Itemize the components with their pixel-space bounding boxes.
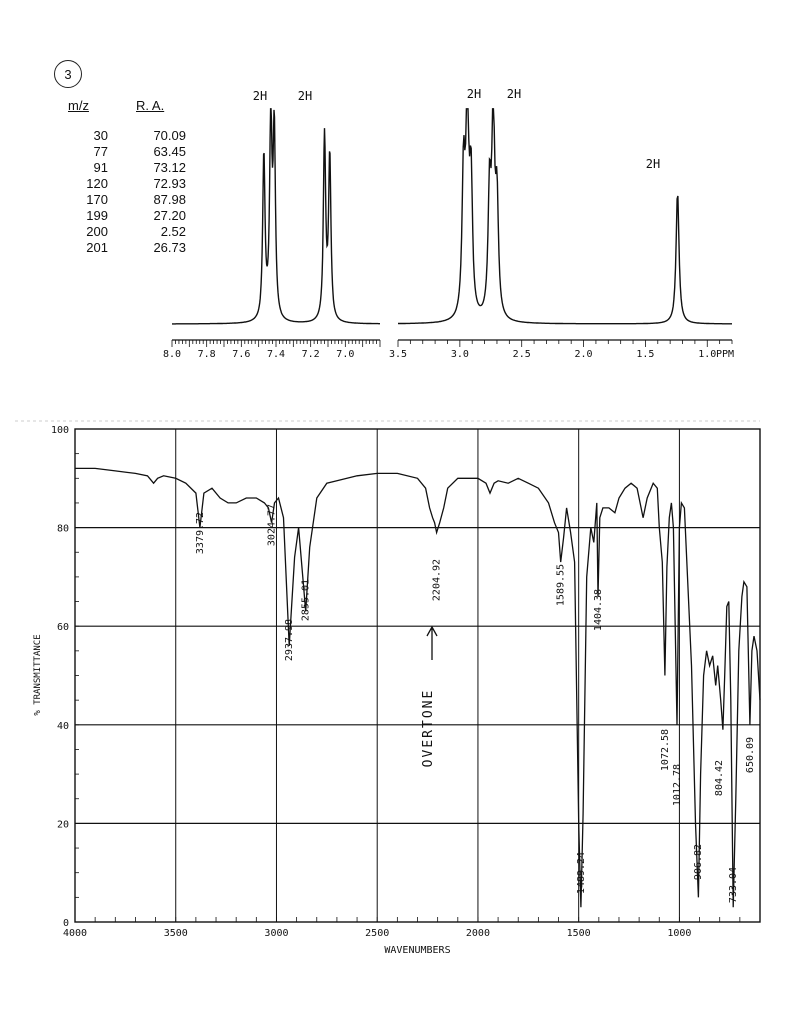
mz-value: 201 [86,240,108,255]
ir-peak-label: 2204.92 [432,559,443,601]
nmr-unit-label: PPM [716,349,734,360]
nmr-tick-label: 2.5 [513,349,531,360]
ir-x-axis-label: WAVENUMBERS [384,945,450,956]
nmr-tick-label: 1.5 [636,349,654,360]
ir-y-tick-label: 60 [57,622,69,633]
ra-value: 63.45 [153,144,186,159]
ir-peak-label: 804.42 [714,760,725,796]
nmr-tick-label: 7.6 [232,349,250,360]
ir-trace [75,467,761,908]
ir-peak-label: 906.82 [693,844,704,880]
mass-spec-row: 30 70.09 [68,128,186,144]
mz-value: 91 [93,160,108,175]
nmr-integration-label: 2H [507,87,521,101]
nmr-integration-label: 2H [253,89,267,103]
ra-value: 73.12 [153,160,186,175]
ir-peak-label: 733.04 [728,867,739,903]
mz-value: 30 [93,128,108,143]
ir-y-tick-label: 40 [57,721,69,732]
ra-value: 26.73 [153,240,186,255]
nmr-integration-label: 2H [298,89,312,103]
ir-y-tick-label: 100 [51,425,69,436]
nmr-integration-label: 2H [467,87,481,101]
ir-y-axis-label: % TRANSMITTANCE [33,634,43,715]
problem-number: 3 [54,60,82,88]
ir-x-tick-label: 3500 [164,928,188,939]
ir-x-tick-label: 4000 [63,928,87,939]
nmr-tick-label: 7.8 [198,349,216,360]
mass-spec-rows: 30 70.09 77 63.45 91 73.12 120 72.93 170 87.98 199… [68,128,186,256]
ra-value: 2.52 [160,224,186,239]
ir-peak-label: 650.09 [745,737,756,773]
ir-x-tick-label: 3000 [264,928,288,939]
overtone-arrow-icon [426,625,438,660]
nmr-tick-label: 3.5 [389,349,407,360]
nmr-spectrum: 8.0 7.8 7.6 7.4 7.2 7.0 3.5 3.0 2.5 2.0 1.5 1.0 PPM 2… [163,87,734,360]
ir-peak-label: 3379.72 [195,512,206,554]
problem-number-text: 3 [64,66,72,82]
mass-spec-row: 201 26.73 [68,240,186,256]
nmr-trace-1 [172,108,380,325]
mz-value: 120 [86,176,108,191]
overtone-annotation: OVERTONE [421,689,436,768]
mz-value: 199 [86,208,108,223]
ir-frame [74,428,761,923]
ir-peak-label: 2855.01 [301,579,312,621]
mass-spec-row: 120 72.93 [68,176,186,192]
ir-peak-label: 2937.98 [284,619,295,661]
ir-peak-label: 1072.58 [660,729,671,771]
ir-peak-label: 1489.24 [576,852,587,894]
nmr-integration-label: 2H [646,157,660,171]
mz-value: 77 [93,144,108,159]
nmr-tick-label: 2.0 [575,349,593,360]
ra-value: 87.98 [153,192,186,207]
ir-peak-label: 1404.38 [593,589,604,631]
ra-value: 70.09 [153,128,186,143]
ir-x-tick-label: 1000 [667,928,691,939]
ra-value: 72.93 [153,176,186,191]
mass-spec-row: 91 73.12 [68,160,186,176]
nmr-tick-label: 7.0 [336,349,354,360]
ir-y-tick-label: 20 [57,819,69,830]
nmr-tick-label: 8.0 [163,349,181,360]
mass-spec-row: 77 63.45 [68,144,186,160]
nmr-tick-label: 1.0 [698,349,716,360]
ir-peak-label: 1012.78 [672,764,683,806]
nmr-tick-label: 7.2 [302,349,320,360]
mz-value: 200 [86,224,108,239]
nmr-tick-label: 3.0 [451,349,469,360]
mass-spec-table: m/z R. A. 30 70.09 77 63.45 91 73.12 120 72.93 1… [68,98,186,256]
ir-y-tick-label: 80 [57,524,69,535]
mz-header: m/z [68,98,89,113]
mass-spec-row: 200 2.52 [68,224,186,240]
mz-value: 170 [86,192,108,207]
ir-peak-label: 3024.77 [266,504,277,546]
ir-x-tick-label: 1500 [567,928,591,939]
nmr-tick-label: 7.4 [267,349,285,360]
mass-spec-row: 170 87.98 [68,192,186,208]
ir-x-tick-label: 2500 [365,928,389,939]
ra-header: R. A. [136,98,165,113]
nmr-trace-2 [398,108,732,325]
mass-spec-row: 199 27.20 [68,208,186,224]
mass-spec-header: m/z R. A. [68,98,186,114]
ir-y-tick-label: 0 [63,918,69,929]
ra-value: 27.20 [153,208,186,223]
ir-x-tick-label: 2000 [466,928,490,939]
ir-peak-label: 1589.55 [556,564,567,606]
